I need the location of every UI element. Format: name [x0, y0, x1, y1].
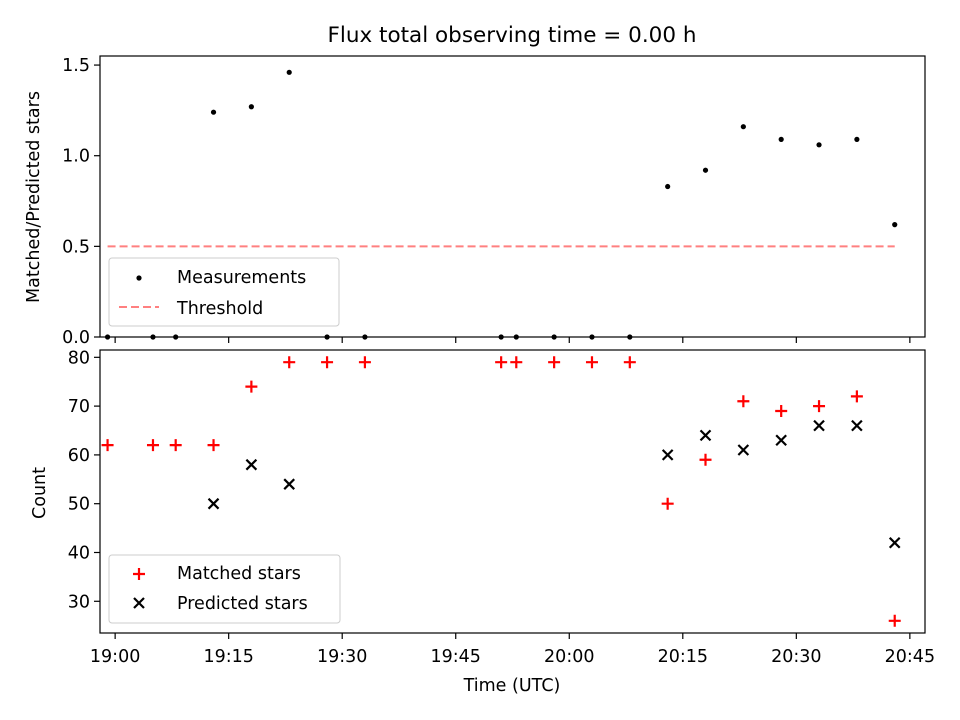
matched-star-point [146, 439, 159, 452]
count-panel: Count Time (UTC) 19:00 19:15 19:30 19:45 20:… [30, 348, 935, 696]
matched-star-point [101, 439, 114, 452]
predicted-star-point [775, 434, 787, 447]
count-y-tick-label: 80 [68, 348, 90, 368]
count-legend: Matched stars Predicted stars [108, 554, 341, 624]
measurement-point [778, 136, 784, 142]
predicted-star-point [245, 458, 258, 471]
ratio-plot-frame [99, 55, 926, 338]
ratio-legend-box [108, 257, 340, 327]
matched-star-point [623, 356, 636, 369]
measurement-point [892, 222, 898, 228]
y-axis-label-ratio: Matched/Predicted stars [24, 91, 44, 303]
predicted-star-point [888, 536, 901, 549]
matched-star-point [321, 356, 334, 369]
legend-measurements-label: Measurements [177, 268, 306, 288]
count-marks [101, 356, 901, 627]
matched-star-point [510, 356, 523, 369]
legend-threshold-label: Threshold [176, 299, 263, 319]
legend-measurements-swatch [136, 275, 142, 281]
predicted-star-point [699, 429, 712, 442]
predicted-star-point [661, 449, 674, 461]
matched-star-point [775, 404, 788, 417]
ratio-ticks: 0.0 0.5 1.0 1.5 [62, 56, 911, 348]
predicted-star-point [813, 419, 825, 432]
count-y-tick-label: 60 [68, 446, 90, 466]
ratio-y-tick-label: 1.5 [62, 56, 90, 76]
count-y-tick-label: 50 [68, 495, 90, 515]
ratio-y-tick-label: 1.0 [62, 147, 90, 167]
measurement-point [816, 142, 822, 148]
measurement-point [210, 109, 217, 115]
matched-star-point [207, 439, 220, 452]
count-legend-box [108, 554, 341, 624]
x-tick-label: 20:00 [544, 647, 594, 667]
matched-star-point [169, 439, 182, 452]
count-y-tick-label: 70 [68, 397, 90, 417]
measurement-point [702, 167, 709, 173]
chart-title: Flux total observing time = 0.00 h [328, 23, 697, 48]
x-tick-label: 19:00 [90, 647, 140, 667]
matched-star-point [245, 380, 258, 393]
measurement-point [248, 104, 254, 110]
x-tick-label: 19:15 [203, 647, 253, 667]
measurement-point [740, 124, 746, 130]
y-axis-label-count: Count [30, 467, 50, 519]
matched-star-point [661, 497, 674, 510]
ratio-panel: Flux total observing time = 0.00 h Match… [24, 23, 926, 348]
matched-star-point [888, 614, 901, 627]
predicted-star-point [851, 419, 863, 432]
matched-star-point [585, 356, 598, 369]
matched-star-point [699, 453, 712, 466]
matched-star-point [813, 400, 826, 413]
predicted-star-point [737, 444, 750, 456]
matched-star-point [358, 356, 371, 369]
count-plot-frame [99, 349, 926, 634]
legend-matched-label: Matched stars [177, 564, 301, 584]
legend-matched-swatch [133, 568, 145, 580]
ratio-y-tick-label: 0.5 [62, 237, 90, 257]
x-tick-label: 20:30 [771, 647, 821, 667]
x-tick-label: 19:30 [317, 647, 367, 667]
legend-predicted-swatch [133, 597, 145, 609]
ratio-y-tick-label: 0.0 [62, 328, 90, 348]
count-y-tick-label: 30 [68, 592, 90, 612]
matched-star-point [548, 356, 561, 369]
matched-star-point [495, 356, 508, 369]
matched-star-point [737, 395, 750, 408]
matched-star-point [850, 390, 863, 403]
measurement-point [665, 183, 671, 190]
ratio-legend: Measurements Threshold [108, 257, 340, 327]
matched-star-point [283, 356, 296, 369]
measurement-point [286, 69, 292, 75]
predicted-star-point [207, 497, 220, 510]
count-ticks: 19:00 19:15 19:30 19:45 20:00 20:15 20:30 20:45… [68, 348, 935, 667]
predicted-star-point [283, 478, 295, 490]
x-axis-label: Time (UTC) [463, 676, 561, 696]
count-y-tick-label: 40 [68, 543, 90, 563]
x-tick-label: 20:15 [658, 647, 708, 667]
legend-predicted-label: Predicted stars [177, 594, 308, 614]
measurement-point [854, 136, 860, 142]
x-tick-label: 19:45 [431, 647, 481, 667]
x-tick-label: 20:45 [885, 647, 935, 667]
